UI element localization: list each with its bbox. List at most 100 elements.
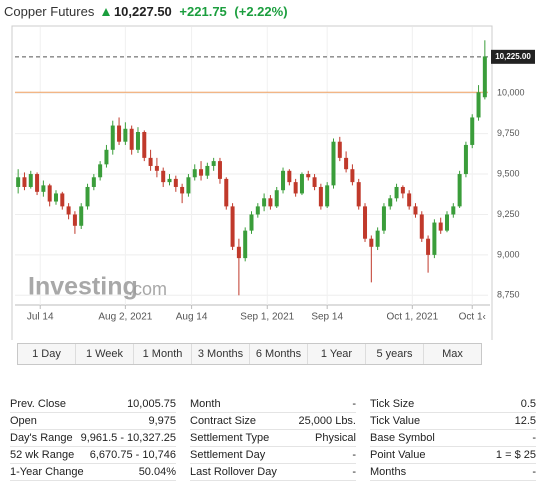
chart-frame bbox=[11, 25, 493, 340]
candle-body bbox=[98, 164, 103, 178]
stats-row: Point Value 1 = $ 25 bbox=[370, 447, 536, 464]
stats-column: Month - Contract Size 25,000 Lbs. Settlement… bbox=[190, 396, 356, 481]
candle-body bbox=[41, 185, 46, 192]
candle-body bbox=[331, 141, 336, 186]
stats-row: Settlement Day - bbox=[190, 447, 356, 464]
candle-body bbox=[337, 141, 342, 158]
stat-value: 25,000 Lbs. bbox=[298, 415, 357, 427]
candle-body bbox=[16, 177, 21, 187]
stat-label: Day's Range bbox=[10, 432, 73, 444]
stat-label: Settlement Type bbox=[190, 432, 270, 444]
stats-column: Tick Size 0.5 Tick Value 12.5 Base Symbol - Po… bbox=[370, 396, 536, 481]
candle-body bbox=[117, 125, 122, 142]
candle-body bbox=[413, 206, 418, 215]
range-button[interactable]: 1 Day bbox=[18, 344, 76, 364]
candle-body bbox=[110, 125, 115, 150]
stats-row: Month - bbox=[190, 396, 356, 413]
candle-body bbox=[35, 174, 40, 192]
candle-body bbox=[148, 157, 153, 166]
candle-body bbox=[293, 182, 298, 194]
candle-body bbox=[224, 178, 229, 207]
candle-body bbox=[426, 238, 431, 255]
candle-body bbox=[167, 178, 172, 183]
candle-body bbox=[154, 165, 159, 171]
candle-body bbox=[161, 170, 166, 183]
chart: Investing .com 8,750 9,000 9,250 9,500 9,750… bbox=[11, 25, 535, 340]
range-button[interactable]: Max bbox=[442, 348, 463, 360]
candle-body bbox=[432, 222, 437, 255]
candle-body bbox=[217, 161, 222, 179]
stat-label: 1-Year Change bbox=[10, 466, 84, 478]
candle-body bbox=[173, 178, 178, 187]
candle-body bbox=[281, 170, 286, 191]
stat-value: 12.5 bbox=[514, 415, 536, 427]
candle-body bbox=[28, 174, 33, 187]
stat-label: Settlement Day bbox=[190, 449, 266, 461]
stat-label: Prev. Close bbox=[10, 398, 67, 410]
candle-body bbox=[470, 117, 475, 145]
candle-body bbox=[312, 177, 317, 187]
candle-body bbox=[66, 206, 71, 215]
candle-body bbox=[482, 56, 487, 98]
candle-body bbox=[22, 177, 27, 187]
stats-row: Base Symbol - bbox=[370, 430, 536, 447]
stat-value: 9,975 bbox=[148, 415, 176, 427]
candle-body bbox=[451, 206, 456, 215]
stat-label: Tick Value bbox=[370, 415, 421, 427]
stats-row: Settlement Type Physical bbox=[190, 430, 356, 447]
range-button[interactable]: 1 Week bbox=[76, 344, 134, 364]
range-buttons: 1 Day 1 Week 1 Month 3 Months 6 Months 1 Year… bbox=[17, 343, 482, 365]
candle-body bbox=[262, 198, 267, 207]
candle-body bbox=[375, 230, 380, 247]
x-tick-label: Oct 1, 2021 bbox=[386, 312, 438, 323]
range-button[interactable]: 6 Months bbox=[250, 344, 308, 364]
y-tick-label: 9,000 bbox=[497, 249, 520, 259]
stat-label: Base Symbol bbox=[370, 432, 435, 444]
stats-row: 52 wk Range 6,670.75 - 10,746 bbox=[10, 447, 176, 464]
candle-body bbox=[236, 246, 241, 259]
candle-body bbox=[186, 177, 191, 194]
candle-body bbox=[255, 206, 260, 215]
price-change-pct: (+2.22%) bbox=[234, 4, 288, 19]
y-tick-label: 9,250 bbox=[497, 209, 520, 219]
range-button[interactable]: 1 Month bbox=[134, 344, 192, 364]
range-button[interactable]: 5 years bbox=[366, 344, 424, 364]
candle-body bbox=[287, 170, 292, 183]
y-tick-label: 10,000 bbox=[497, 88, 525, 98]
candle-body bbox=[306, 174, 311, 178]
candle-body bbox=[407, 193, 412, 207]
stat-value: 9,961.5 - 10,327.25 bbox=[80, 432, 176, 444]
candle-body bbox=[47, 185, 52, 202]
candle-body bbox=[400, 186, 405, 194]
x-tick-label: Aug 2, 2021 bbox=[98, 312, 152, 323]
candle-body bbox=[72, 214, 77, 226]
candle-body bbox=[142, 132, 147, 158]
candle-body bbox=[318, 186, 323, 207]
stats-row: Prev. Close 10,005.75 bbox=[10, 396, 176, 413]
stats-table: Prev. Close 10,005.75 Open 9,975 Day's Range… bbox=[10, 396, 536, 481]
stats-row: Months - bbox=[370, 464, 536, 481]
candle-body bbox=[369, 238, 374, 247]
candle-body bbox=[350, 169, 355, 183]
candle-body bbox=[135, 132, 140, 150]
last-price-label: 10,225.00 bbox=[495, 52, 531, 61]
candle-body bbox=[53, 193, 58, 202]
candle-body bbox=[394, 186, 399, 199]
up-arrow bbox=[101, 8, 110, 16]
candle-body bbox=[192, 169, 197, 178]
range-button[interactable]: 1 Year bbox=[308, 344, 366, 364]
candle-body bbox=[344, 157, 349, 170]
candle-body bbox=[249, 214, 254, 231]
stat-label: Contract Size bbox=[190, 415, 257, 427]
candle-body bbox=[199, 169, 204, 176]
stat-label: Open bbox=[10, 415, 37, 427]
stat-value: 10,005.75 bbox=[127, 398, 176, 410]
quote-header: Copper Futures 10,227.50 +221.75 (+2.22%… bbox=[4, 4, 292, 19]
range-button[interactable]: 3 Months bbox=[192, 344, 250, 364]
stat-label: Last Rollover Day bbox=[190, 466, 277, 478]
stats-row: Contract Size 25,000 Lbs. bbox=[190, 413, 356, 430]
candle-body bbox=[129, 128, 134, 150]
x-tick-label: Jul 14 bbox=[27, 312, 54, 323]
candle-body bbox=[363, 206, 368, 239]
